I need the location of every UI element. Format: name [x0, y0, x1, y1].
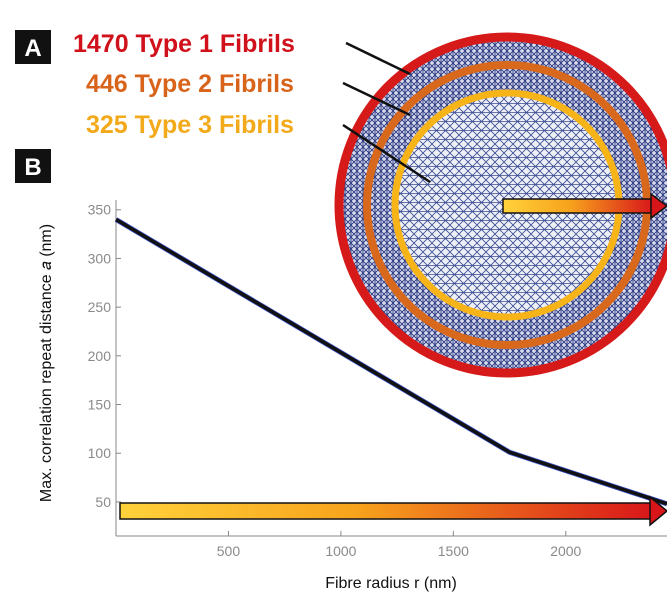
- radius-arrow-top: [502, 192, 667, 220]
- y-axis-title: Max. correlation repeat distance 𝑎 (nm): [38, 224, 55, 502]
- fibre-cross-section: [334, 32, 667, 378]
- pointer-line-type-2: [342, 81, 411, 117]
- panel-a-label: A: [15, 30, 51, 64]
- fibril-label-type-1: 1470 Type 1 Fibrils: [73, 30, 295, 58]
- y-tick-label: 250: [88, 299, 112, 315]
- y-tick-label: 50: [95, 494, 111, 510]
- y-ticks: 50 100 150 200 250 300 350: [88, 202, 121, 510]
- chart: 50 100 150 200 250 300 350 500 1000 1500 2000 Fib…: [38, 200, 667, 592]
- y-tick-label: 300: [88, 250, 112, 266]
- x-tick-label: 2000: [550, 543, 581, 559]
- series-layer: [114, 217, 667, 507]
- fibril-label-type-2: 446 Type 2 Fibrils: [86, 70, 294, 98]
- x-axis-title: Fibre radius r (nm): [325, 575, 457, 592]
- radius-arrow-bottom: [119, 495, 667, 527]
- pointer-line-type-3: [342, 123, 431, 184]
- series-line-0: [115, 217, 667, 506]
- x-tick-label: 1000: [325, 543, 356, 559]
- x-ticks: 500 1000 1500 2000: [217, 531, 582, 559]
- x-tick-label: 1500: [438, 543, 469, 559]
- ring-type-1: [334, 32, 667, 378]
- svg-text:A: A: [24, 35, 41, 62]
- y-tick-label: 100: [88, 445, 112, 461]
- pointer-line-type-1: [345, 41, 411, 76]
- fibril-label-type-3: 325 Type 3 Fibrils: [86, 111, 294, 139]
- y-tick-label: 150: [88, 397, 112, 413]
- y-tick-label: 200: [88, 348, 112, 364]
- panel-b-label: B: [15, 149, 51, 183]
- y-tick-label: 350: [88, 202, 112, 218]
- x-tick-label: 500: [217, 543, 241, 559]
- svg-text:B: B: [24, 154, 41, 181]
